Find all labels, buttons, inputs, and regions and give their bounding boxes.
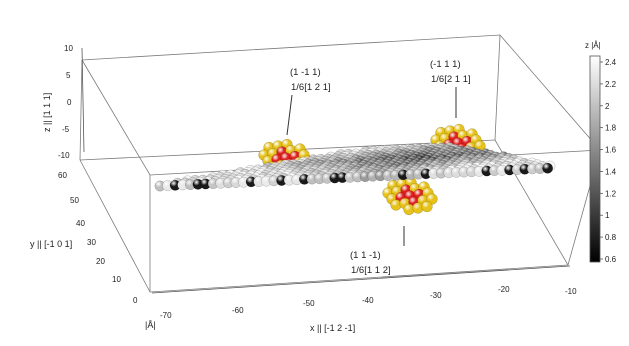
- annotation-3-vector: 1/6[1 1 2]: [351, 265, 391, 276]
- box-bottom-face: [79, 139, 569, 293]
- z-tick-label: -10: [58, 151, 70, 160]
- z-tick-label: -5: [62, 125, 70, 134]
- x-axis-label: x || [-1 2 -1]: [310, 323, 355, 333]
- annotation-2-vector: 1/6[2 1 1]: [431, 74, 471, 85]
- atom-point: [421, 200, 433, 213]
- y-tick-label: 10: [112, 275, 121, 284]
- colorbar-gradient: [590, 56, 600, 262]
- y-tick-label: 40: [76, 219, 85, 228]
- colorbar-tick-label: 1: [605, 211, 610, 220]
- y-tick-label: 0: [133, 296, 138, 305]
- colorbar: z |Å| 2.4 2.2 2 1.8 1.6 1.4 1.2 1 0.8 0.6: [585, 41, 617, 264]
- x-tick-label: -60: [232, 306, 244, 315]
- atom-point: [542, 162, 553, 174]
- colorbar-tick-label: 2.2: [605, 80, 617, 89]
- y-tick-label: 30: [87, 238, 96, 247]
- z-tick-label: 5: [66, 71, 71, 80]
- colorbar-tick-label: 1.6: [605, 146, 617, 155]
- colorbar-frame: [589, 55, 601, 263]
- atom-layer: [154, 123, 556, 216]
- z-axis-label: z || [1 1 1]: [42, 93, 52, 132]
- colorbar-title: z |Å|: [585, 41, 601, 50]
- z-tick-label: 0: [67, 98, 72, 107]
- colorbar-tick-label: 2: [605, 102, 610, 111]
- unit-label: |Å|: [145, 320, 156, 330]
- annotation-3: (1 1 -1) 1/6[1 1 2]: [350, 226, 405, 276]
- colorbar-tick-label: 1.4: [605, 167, 617, 176]
- colorbar-tick-label: 0.6: [605, 255, 617, 264]
- annotation-1: (1 -1 1) 1/6[1 2 1]: [286, 67, 331, 136]
- colorbar-ticks: 2.4 2.2 2 1.8 1.6 1.4 1.2 1 0.8 0.6: [600, 58, 617, 264]
- annotation-3-plane: (1 1 -1): [350, 250, 381, 261]
- x-tick-label: -40: [362, 296, 374, 305]
- x-tick-label: -30: [430, 291, 442, 300]
- colorbar-tick-label: 1.2: [605, 189, 617, 198]
- x-tick-label: -70: [160, 311, 172, 320]
- z-tick-label: 10: [64, 44, 73, 53]
- annotation-2-plane: (-1 1 1): [430, 59, 461, 70]
- box-edge: [79, 59, 83, 161]
- colorbar-tick-label: 2.4: [605, 58, 617, 67]
- y-tick-label: 20: [96, 257, 105, 266]
- y-tick-label: 60: [58, 171, 67, 180]
- annotation-2: (-1 1 1) 1/6[2 1 1]: [430, 59, 471, 118]
- x-tick-label: -20: [498, 285, 510, 294]
- colorbar-tick-label: 1.8: [605, 124, 617, 133]
- y-axis: 60 50 40 30 20 10 0 y || [-1 0 1]: [30, 171, 138, 305]
- annotation-1-plane: (1 -1 1): [290, 67, 321, 78]
- x-axis-line: [151, 265, 571, 294]
- z-axis: 10 5 0 -5 -10 z || [1 1 1]: [42, 44, 85, 160]
- annotation-1-leader: [286, 94, 293, 136]
- x-axis: -70 -60 -50 -40 -30 -20 -10 x || [-1 2 -…: [145, 265, 577, 333]
- colorbar-tick-label: 0.8: [605, 233, 617, 242]
- box-edge: [494, 34, 501, 141]
- z-axis-line: [81, 47, 85, 153]
- y-axis-label: y || [-1 0 1]: [30, 239, 72, 249]
- x-tick-label: -10: [565, 287, 577, 296]
- annotation-1-vector: 1/6[1 2 1]: [291, 82, 331, 93]
- y-tick-label: 50: [70, 196, 79, 205]
- x-tick-label: -50: [303, 299, 315, 308]
